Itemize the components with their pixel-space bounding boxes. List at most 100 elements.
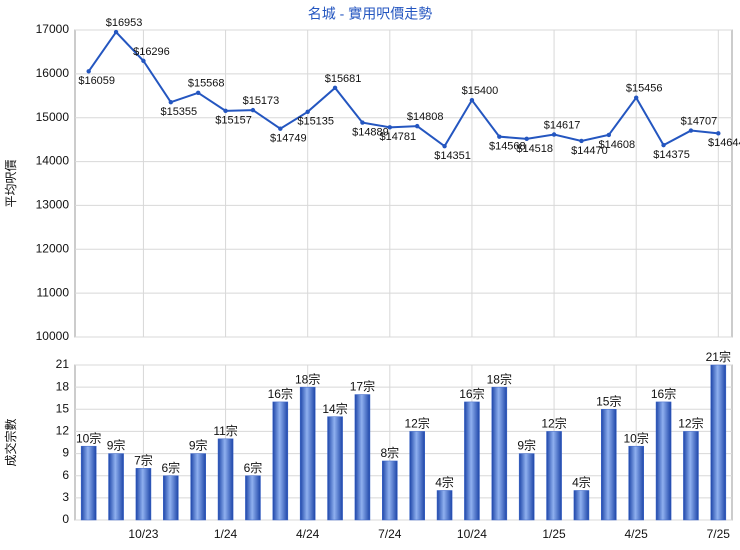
data-label: $14518 [516, 143, 553, 155]
bar [272, 401, 289, 521]
y-tick-label: 14000 [36, 154, 70, 168]
point [414, 123, 420, 129]
bar [108, 453, 124, 521]
data-label: 9宗 [517, 438, 536, 453]
x-tick-label: 7/25 [707, 527, 731, 541]
point [661, 142, 666, 148]
bar [683, 431, 699, 521]
x-tick-label: 1/24 [214, 527, 238, 541]
bar [80, 445, 97, 521]
data-label: $16296 [133, 46, 170, 58]
data-label: $14375 [653, 149, 690, 161]
point [387, 125, 393, 130]
y-tick-label: 16000 [36, 66, 70, 80]
bar [217, 438, 234, 521]
y-axis-label: 成交宗數 [3, 418, 18, 466]
data-label: $15157 [215, 115, 252, 127]
bar [491, 386, 508, 521]
data-label: $14608 [598, 139, 635, 151]
y-axis-label: 平均呎價 [4, 159, 18, 207]
point [579, 138, 584, 144]
bar [190, 453, 206, 521]
data-label: 9宗 [107, 438, 126, 453]
bar [464, 401, 480, 521]
point [716, 131, 721, 136]
bar [354, 394, 371, 521]
data-label: 9宗 [189, 438, 208, 453]
bar [409, 431, 425, 521]
data-label: $16953 [106, 17, 143, 29]
data-label: $15355 [160, 106, 197, 118]
data-label: 17宗 [350, 379, 375, 394]
point [332, 85, 338, 91]
point [524, 136, 529, 142]
point [223, 108, 228, 114]
data-label: 10宗 [624, 430, 649, 445]
data-label: 7宗 [134, 453, 153, 468]
data-label: 8宗 [380, 445, 399, 460]
point [141, 58, 146, 64]
point [86, 69, 91, 74]
data-label: $15135 [297, 116, 334, 128]
point [113, 29, 119, 35]
x-tick-label: 1/25 [542, 527, 566, 541]
data-label: 14宗 [322, 401, 347, 416]
y-tick-label: 3 [62, 490, 69, 504]
data-label: $14644 [708, 137, 740, 149]
y-tick-label: 10000 [36, 329, 70, 343]
point [551, 132, 557, 137]
point [469, 97, 475, 103]
bar [163, 475, 179, 521]
point [633, 95, 639, 100]
y-tick-label: 12 [56, 424, 70, 438]
bar [382, 460, 398, 521]
point [442, 143, 447, 149]
data-label: $16059 [78, 75, 115, 87]
data-label: $14707 [681, 115, 718, 127]
data-label: $15456 [626, 83, 663, 95]
x-tick-label: 10/23 [128, 527, 158, 541]
data-label: $14749 [270, 133, 307, 145]
y-tick-label: 9 [62, 446, 69, 460]
y-tick-label: 18 [56, 379, 70, 393]
data-label: 16宗 [268, 386, 293, 401]
y-tick-label: 13000 [36, 198, 70, 212]
y-tick-label: 21 [56, 357, 70, 371]
y-tick-label: 12000 [36, 241, 70, 255]
data-label: 4宗 [435, 475, 454, 490]
x-tick-label: 7/24 [378, 527, 402, 541]
bar [518, 453, 535, 521]
data-label: 6宗 [161, 460, 180, 475]
plot-area [74, 29, 733, 338]
y-tick-label: 15 [56, 401, 70, 415]
bar [710, 364, 727, 521]
data-label: $15681 [325, 73, 362, 85]
point [195, 90, 201, 96]
point [606, 132, 612, 138]
data-label: 16宗 [459, 386, 484, 401]
data-label: $14568 [489, 141, 526, 153]
bar [546, 431, 562, 521]
data-label: 21宗 [706, 349, 731, 364]
data-label: 18宗 [295, 371, 320, 386]
point [250, 107, 256, 113]
data-label: $14470 [571, 145, 608, 157]
data-label: 12宗 [541, 416, 566, 431]
point [168, 99, 174, 105]
point [305, 109, 310, 114]
bar [327, 416, 343, 521]
x-tick-label: 10/24 [457, 527, 487, 541]
data-label: 12宗 [678, 416, 703, 431]
data-label: $14617 [544, 119, 581, 131]
data-label: $14808 [407, 111, 444, 123]
bar [628, 445, 644, 521]
data-label: 10宗 [76, 430, 101, 445]
bar [135, 468, 152, 521]
line [87, 30, 719, 148]
bar [299, 386, 316, 521]
data-label: $14781 [379, 131, 416, 143]
data-label: 16宗 [651, 386, 676, 401]
data-label: $15568 [188, 78, 225, 90]
data-label: $15400 [462, 85, 499, 97]
